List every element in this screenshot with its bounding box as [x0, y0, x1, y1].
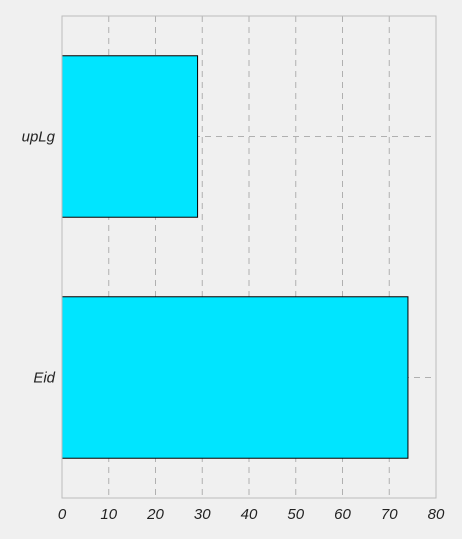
y-tick-label: upLg	[22, 129, 56, 146]
x-axis-ticks: 0 10 20 30 40 50 60 70 80	[58, 506, 445, 523]
x-tick-label: 10	[100, 506, 117, 523]
x-tick-label: 40	[241, 506, 258, 523]
plot-frame	[61, 15, 437, 499]
bars	[61, 55, 409, 459]
bar-Eid	[61, 296, 409, 459]
y-tick-label: Eid	[33, 370, 55, 387]
x-tick-label: 70	[381, 506, 398, 523]
x-tick-label: 20	[146, 506, 164, 523]
bar-upLg	[61, 55, 199, 218]
x-tick-label: 30	[194, 506, 211, 523]
x-tick-label: 60	[334, 506, 351, 523]
x-tick-label: 0	[58, 506, 67, 523]
x-tick-label: 50	[287, 506, 304, 523]
x-tick-label: 80	[428, 506, 445, 523]
y-axis-labels: upLg Eid	[22, 129, 56, 387]
